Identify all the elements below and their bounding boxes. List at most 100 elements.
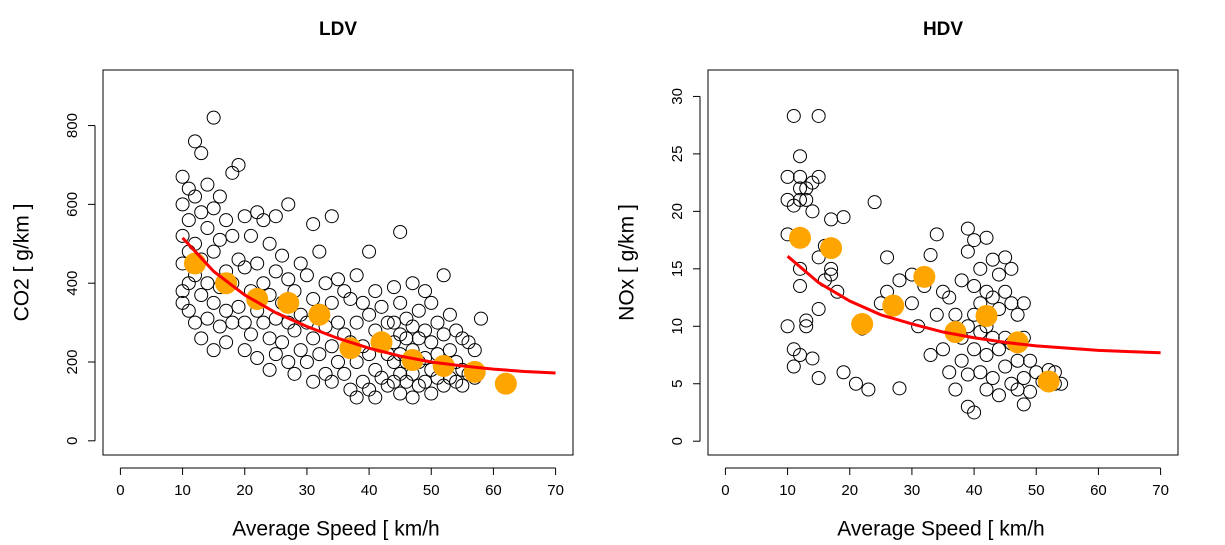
data-point [811, 302, 826, 317]
data-point [219, 303, 234, 318]
data-point [349, 268, 364, 283]
data-point [349, 315, 364, 330]
mean-point [789, 226, 812, 249]
x-tick-label: 50 [423, 482, 440, 499]
data-point [786, 359, 801, 374]
data-point [793, 169, 808, 184]
data-point [455, 378, 470, 393]
data-point [942, 365, 957, 380]
data-point [1010, 353, 1025, 368]
data-point [430, 315, 445, 330]
fit-line [181, 236, 556, 375]
mean-point [184, 252, 207, 275]
data-point [380, 315, 395, 330]
data-point [343, 291, 358, 306]
data-point [188, 315, 203, 330]
data-point [799, 313, 814, 328]
data-point [331, 272, 345, 287]
data-point [306, 331, 321, 346]
mean-point [882, 294, 905, 317]
data-point [880, 250, 895, 265]
y-tick-label: 25 [669, 146, 686, 163]
data-point [181, 213, 196, 228]
data-point [219, 213, 234, 228]
mean-point [277, 291, 300, 314]
mean-point [308, 303, 331, 326]
mean-point [432, 354, 455, 377]
data-point [985, 290, 1000, 305]
data-point [960, 244, 975, 259]
data-point [194, 146, 209, 161]
y-tick-label: 0 [669, 437, 686, 445]
data-point [200, 311, 215, 326]
data-point [424, 295, 439, 310]
data-point [331, 355, 345, 370]
data-point [991, 388, 1006, 403]
data-point [231, 299, 246, 314]
data-point [386, 315, 401, 330]
data-point [212, 232, 227, 247]
y-tick-label: 30 [669, 88, 686, 105]
data-point [386, 280, 401, 295]
data-point [861, 382, 876, 397]
data-point [206, 201, 221, 216]
data-point [362, 382, 377, 397]
data-point [374, 370, 389, 385]
x-tick-label: 10 [174, 482, 191, 499]
y-axis-label: CO2 [ g/km ] [11, 204, 34, 322]
chart-title: LDV [319, 19, 357, 40]
data-point [1004, 296, 1019, 311]
x-axis-label: Average Speed [ km/h [837, 518, 1044, 541]
data-point [231, 252, 246, 267]
data-point [231, 157, 246, 172]
data-point [442, 307, 457, 322]
data-point [793, 181, 808, 196]
x-tick-label: 60 [485, 482, 502, 499]
data-point [424, 386, 439, 401]
data-point [250, 256, 265, 271]
data-point [1016, 371, 1031, 385]
mean-point [463, 360, 486, 383]
data-point [811, 108, 826, 123]
data-point [948, 382, 963, 397]
data-point [393, 224, 408, 239]
data-point [312, 244, 327, 259]
data-point [281, 272, 296, 287]
chart-title: HDV [923, 19, 963, 40]
data-point [393, 386, 408, 401]
data-point [200, 177, 215, 192]
data-point [206, 295, 221, 310]
data-point [206, 244, 221, 259]
data-point [780, 169, 795, 184]
data-point [411, 331, 426, 346]
data-point [219, 335, 234, 350]
data-point [998, 284, 1013, 299]
data-point [793, 192, 808, 207]
data-point [175, 284, 190, 299]
y-tick-label: 600 [64, 192, 81, 217]
data-point [181, 303, 196, 318]
data-point [194, 205, 209, 220]
data-point [979, 230, 994, 245]
data-point [343, 382, 358, 397]
data-point [929, 307, 944, 322]
data-point [436, 268, 451, 283]
data-point [250, 205, 265, 220]
data-point [973, 261, 988, 276]
plot-box [707, 69, 1179, 456]
data-point [998, 359, 1013, 374]
data-point [206, 343, 221, 358]
data-point [985, 330, 1000, 345]
data-point [442, 343, 457, 358]
data-point [830, 284, 845, 299]
data-point [393, 295, 408, 310]
data-point [1010, 307, 1025, 322]
data-point [811, 371, 826, 385]
data-point [306, 217, 321, 232]
fit-line [786, 255, 1161, 355]
data-point [262, 236, 277, 251]
data-point [967, 342, 982, 357]
data-point [399, 374, 414, 389]
y-tick-label: 5 [669, 380, 686, 388]
